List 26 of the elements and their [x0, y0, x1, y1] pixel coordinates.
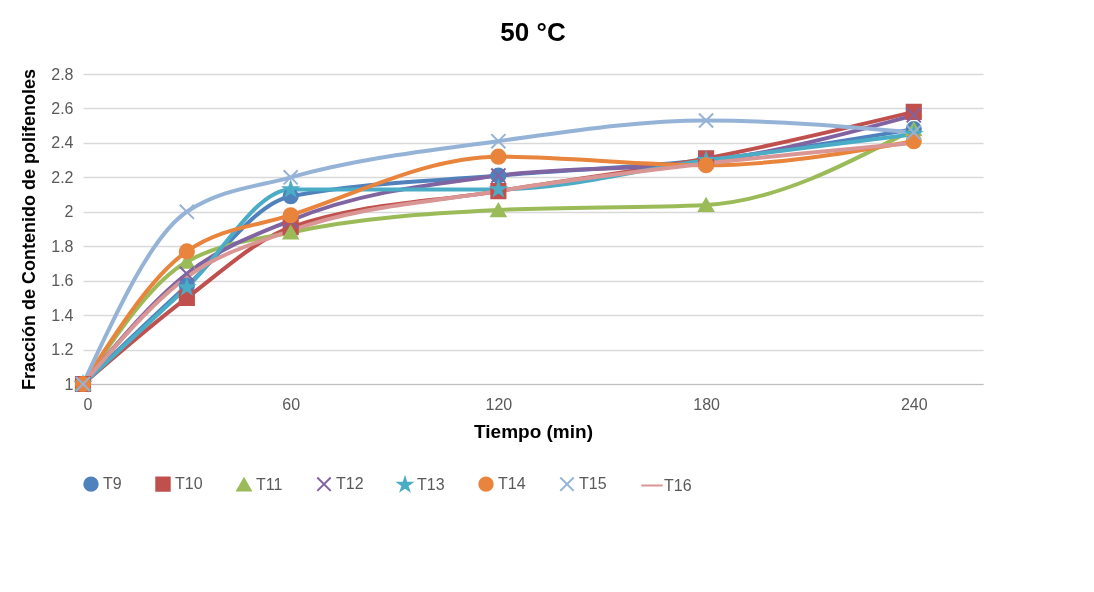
y-tick-label: 1	[64, 375, 74, 393]
y-tick-label: 1.6	[51, 272, 74, 290]
y-tick-label: 1.4	[51, 306, 74, 324]
y-tick-label: 2.2	[51, 168, 74, 186]
x-tick-label: 60	[282, 395, 301, 413]
y-tick-label: 1.2	[51, 341, 74, 359]
x-axis-title: Tiempo (min)	[474, 420, 593, 442]
legend-label: T13	[417, 475, 445, 493]
y-tick-label: 1.8	[51, 237, 74, 255]
y-tick-label: 2.4	[51, 134, 74, 152]
legend-label: T12	[336, 475, 364, 493]
legend-label: T15	[579, 475, 607, 493]
x-tick-label: 180	[693, 395, 721, 413]
legend-label: T16	[664, 476, 692, 494]
x-tick-label: 240	[900, 395, 928, 413]
x-tick-label: 0	[83, 395, 93, 413]
y-axis-title: Fracción de Contenido de polifenoles	[19, 68, 40, 391]
y-tick-label: 2.6	[51, 99, 74, 117]
chart-title: 50 °C	[500, 17, 566, 47]
legend-label: T10	[175, 475, 203, 493]
x-tick-label: 120	[485, 395, 513, 413]
y-tick-label: 2	[64, 203, 74, 221]
legend-label: T14	[498, 475, 526, 493]
legend-label: T9	[103, 475, 122, 493]
y-tick-label: 2.8	[51, 65, 74, 83]
legend-label: T11	[256, 475, 283, 493]
